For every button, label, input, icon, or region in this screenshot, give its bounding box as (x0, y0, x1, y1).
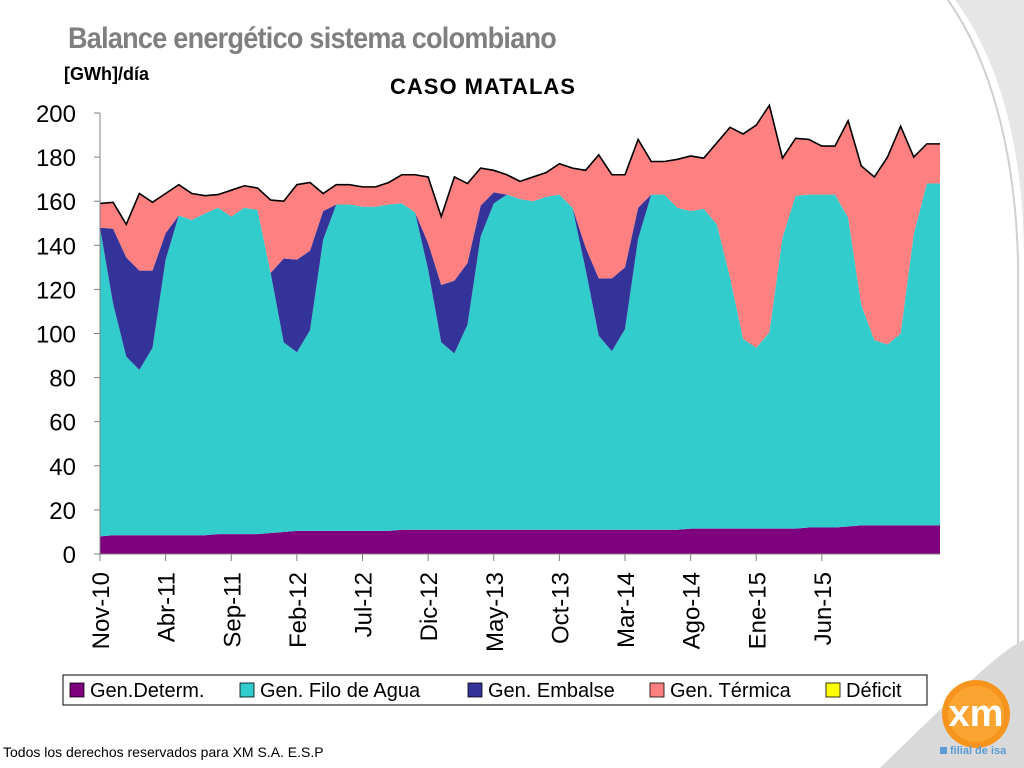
x-tick-label: Nov-10 (88, 572, 115, 649)
y-tick-label: 160 (36, 189, 76, 216)
x-tick-label: Jul-12 (351, 572, 378, 637)
x-tick-label: May-13 (482, 572, 509, 652)
x-tick-label: Oct-13 (547, 572, 574, 644)
legend-label: Gen. Filo de Agua (260, 680, 421, 702)
legend-swatch (239, 682, 255, 698)
area-series-0 (100, 525, 940, 554)
legend-swatch (825, 682, 841, 698)
y-tick-label: 60 (49, 410, 76, 437)
legend: Gen.Determ. Gen. Filo de Agua Gen. Embalse… (62, 674, 928, 706)
xm-logo: xm (942, 680, 1010, 748)
y-axis-label: [GWh]/día (64, 64, 149, 84)
y-tick-label: 180 (36, 145, 76, 172)
legend-label: Gen. Térmica (670, 680, 792, 702)
x-axis: Nov-10 Abr-11 Sep-11 Feb-12 Jul-12 Dic-12 May-… (88, 553, 940, 652)
y-tick-label: 120 (36, 277, 76, 304)
area-series-3 (100, 105, 940, 348)
legend-box (62, 674, 928, 706)
logo-text: xm (949, 693, 1004, 735)
y-tick-label: 0 (63, 542, 76, 569)
x-tick-label: Mar-14 (613, 572, 640, 648)
y-axis: 0 20 40 60 80 100 120 140 160 180 200 (36, 101, 101, 569)
slide-title: Balance energético sistema colombiano (68, 22, 557, 55)
legend-label: Gen.Determ. (90, 680, 204, 702)
x-tick-label: Abr-11 (154, 572, 181, 642)
x-tick-label: Ago-14 (679, 572, 706, 649)
total-outline (99, 103, 940, 227)
y-tick-label: 40 (49, 454, 76, 481)
legend-label: Gen. Embalse (488, 680, 615, 702)
legend-label: Déficit (846, 680, 902, 702)
legend-swatch (649, 682, 665, 698)
chart-title: CASO MATALAS (390, 74, 576, 99)
x-tick-label: Ene-15 (744, 572, 771, 649)
x-tick-label: Dic-12 (416, 572, 443, 641)
logo-square (940, 747, 947, 754)
footer-copyright: Todos los derechos reservados para XM S.… (3, 744, 324, 760)
area-series-2 (100, 183, 940, 370)
x-tick-label: Jun-15 (810, 572, 837, 645)
legend-swatch (467, 682, 483, 698)
logo-tagline: filial de isa (950, 745, 1007, 757)
chart-areas (99, 103, 940, 554)
y-tick-label: 20 (49, 498, 76, 525)
x-tick-label: Feb-12 (285, 572, 312, 648)
y-tick-label: 80 (49, 366, 76, 393)
legend-swatch (69, 682, 85, 698)
area-series-1 (100, 183, 940, 537)
y-tick-label: 140 (36, 233, 76, 260)
y-tick-label: 100 (36, 322, 76, 349)
x-tick-label: Sep-11 (219, 572, 246, 648)
y-tick-label: 200 (36, 101, 76, 128)
